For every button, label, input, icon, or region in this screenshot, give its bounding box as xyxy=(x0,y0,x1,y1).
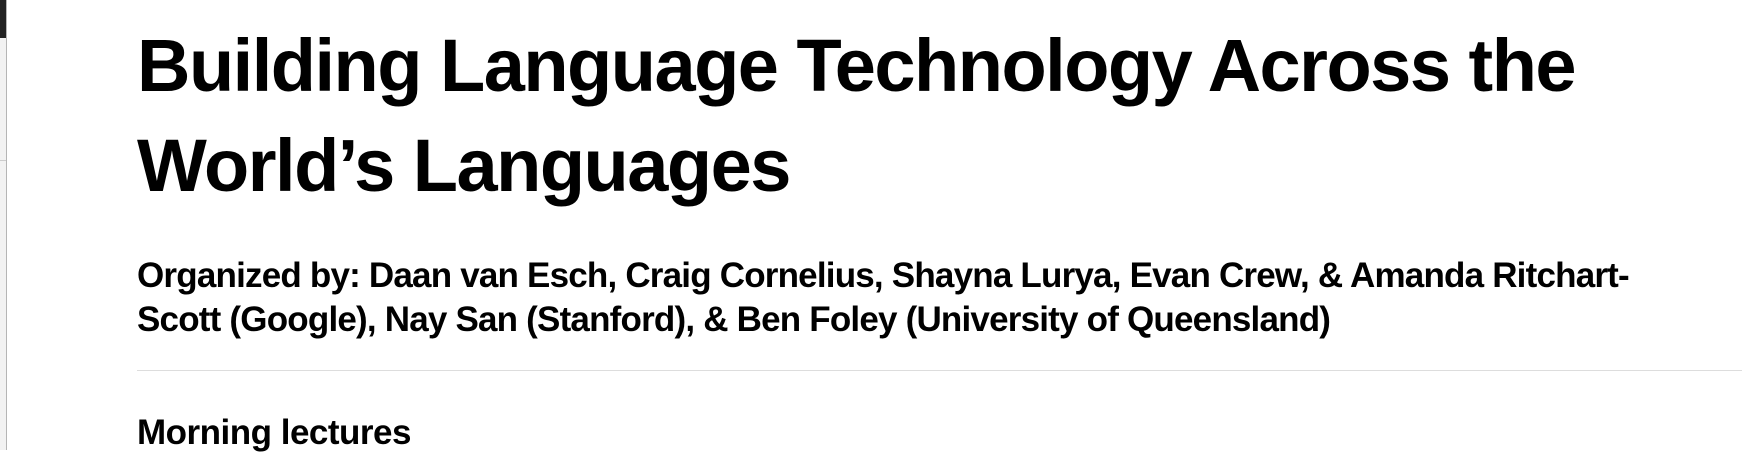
section-heading: Morning lectures xyxy=(137,413,411,452)
divider xyxy=(137,370,1742,371)
article: Building Language Technology Across the … xyxy=(137,0,1742,455)
organizers: Organized by: Daan van Esch, Craig Corne… xyxy=(137,256,1630,339)
sidebar-separator xyxy=(0,160,6,161)
sidebar-header xyxy=(0,0,6,38)
sidebar xyxy=(0,0,7,450)
title: Building Language Technology Across the … xyxy=(137,24,1577,207)
